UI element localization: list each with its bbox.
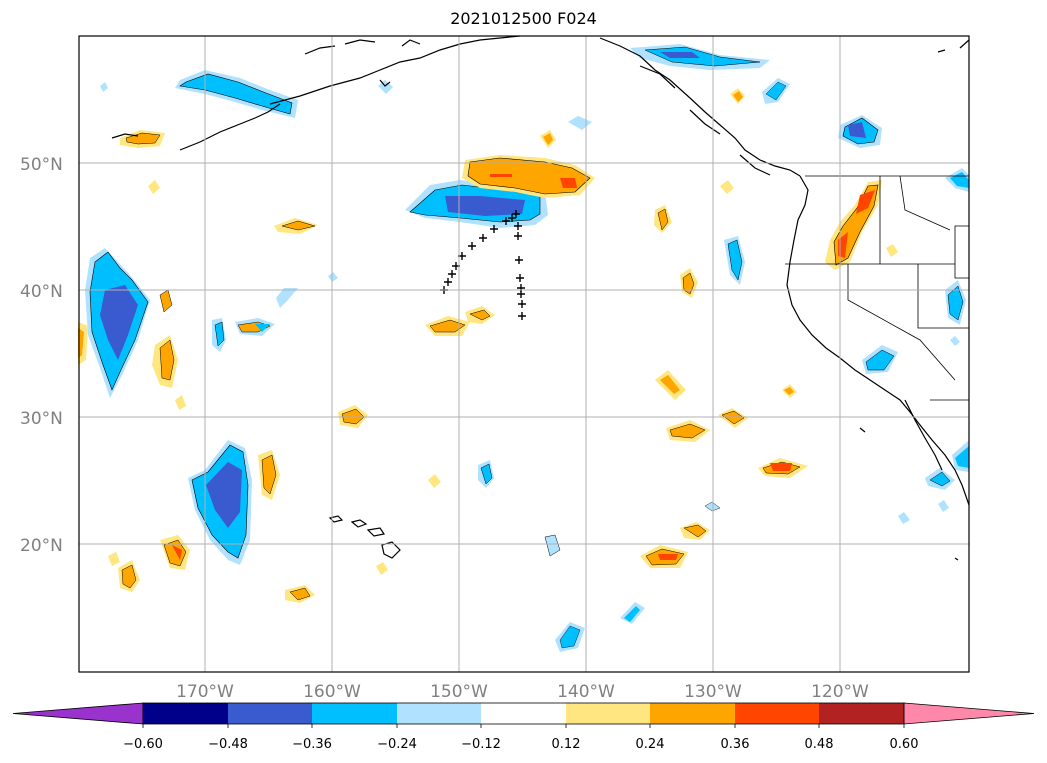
colorbar-segment [735,703,819,724]
trajectory-marker [448,270,456,278]
colorbar-segment [228,703,312,724]
trajectory-marker [516,274,524,282]
lon-label-150w: 150°W [430,682,488,702]
colorbar-segment [397,703,481,724]
lon-label-140w: 140°W [557,682,615,702]
colorbar-outline [142,702,905,725]
anomaly-field [78,44,969,652]
map-frame [78,35,970,673]
colorbar-extend-high [903,702,1035,725]
colorbar-label: −0.60 [123,737,163,752]
trajectory-marker [479,234,487,242]
trajectory-marker [512,210,520,218]
lat-label-50: 50°N [20,155,63,175]
colorbar-extend-low [12,702,144,725]
lon-label-130w: 130°W [684,682,742,702]
gridlines [79,36,969,672]
colorbar-segment [566,703,650,724]
colorbar-label: −0.12 [461,737,501,752]
colorbar-segment [650,703,735,724]
lon-label-160w: 160°W [303,682,361,702]
trajectory-marker [444,278,452,286]
lat-label-40: 40°N [20,282,63,302]
colorbar-label: −0.36 [292,737,332,752]
colorbar-label: 0.36 [721,737,750,752]
trajectory-marker [514,232,522,240]
map-title: 2021012500 F024 [450,9,597,28]
trajectory-markers [440,210,526,320]
trajectory-marker [518,300,526,308]
latitude-labels: 50°N 40°N 30°N 20°N [20,155,63,556]
lat-label-30: 30°N [20,409,63,429]
trajectory-marker [518,312,526,320]
trajectory-marker [517,290,525,298]
colorbar-label: −0.48 [208,737,248,752]
trajectory-marker [502,217,510,225]
longitude-labels: 170°W 160°W 150°W 140°W 130°W 120°W [176,682,869,702]
colorbar-label: 0.24 [636,737,665,752]
trajectory-marker [514,222,522,230]
trajectory-marker [490,225,498,233]
colorbar-segment [143,703,228,724]
trajectory-marker [515,256,523,264]
colorbar-segment [312,703,397,724]
lon-label-120w: 120°W [811,682,869,702]
colorbar-segment [819,703,904,724]
trajectory-marker [468,242,476,250]
colorbar-label: 0.48 [805,737,834,752]
lon-label-170w: 170°W [176,682,234,702]
map-panel [78,35,970,673]
lat-label-20: 20°N [20,536,63,556]
colorbar-label: 0.12 [552,737,581,752]
map-background [79,36,969,672]
colorbar-segment [481,703,566,724]
colorbar-label: −0.24 [377,737,417,752]
colorbar: −0.60 −0.48 −0.36 −0.24 −0.12 0.12 0.24 … [12,702,1035,752]
trajectory-marker [508,214,516,222]
colorbar-label: 0.60 [890,737,919,752]
